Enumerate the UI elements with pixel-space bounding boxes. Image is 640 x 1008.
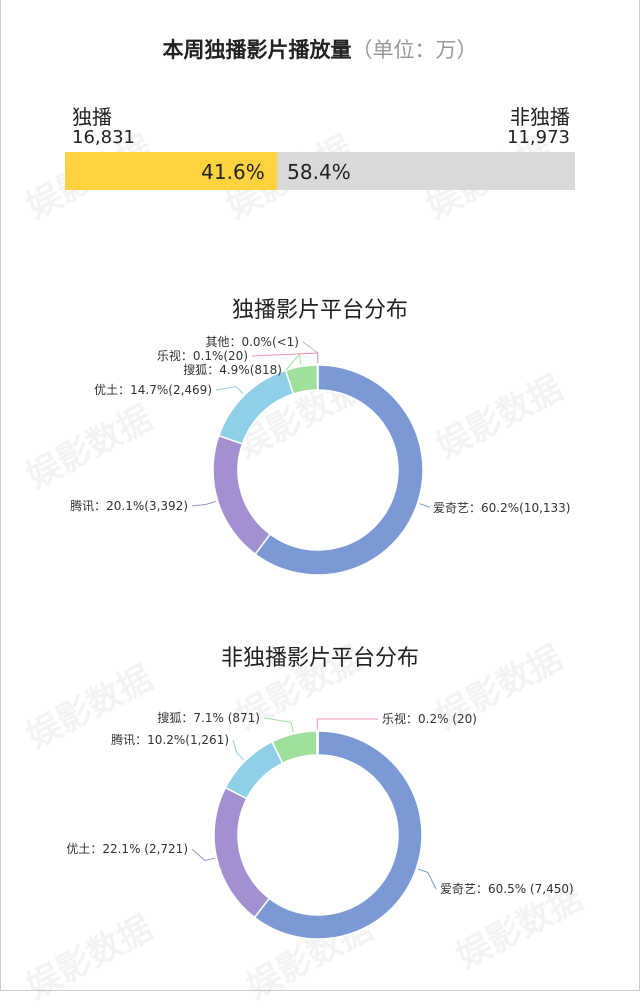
- comparison-bar: [65, 152, 575, 190]
- exclusive-bar-fill: [65, 152, 278, 190]
- slice-label: 搜狐：4.9%(818): [183, 362, 282, 377]
- leader-line: [419, 503, 430, 509]
- donut-slice-优土: [213, 786, 271, 919]
- donut-slice-优土: [217, 369, 295, 445]
- leader-line: [263, 717, 294, 733]
- exclusive-value: 16,831: [72, 127, 135, 148]
- donut-slice-腾讯: [224, 740, 284, 800]
- page-title-unit: （单位：万）: [351, 38, 478, 62]
- slice-label: 搜狐：7.1% (871): [157, 710, 260, 725]
- donut-chart-exclusive: 爱奇艺：60.2%(10,133) 腾讯：20.1%(3,392) 优土：14.7%…: [70, 335, 570, 576]
- non-exclusive-percent: 58.4%: [287, 160, 351, 184]
- leader-line: [191, 848, 215, 862]
- slice-label: 优土：22.1% (2,721): [66, 842, 188, 856]
- page-title: 本周独播影片播放量（单位：万）: [0, 34, 640, 64]
- leader-line: [215, 385, 244, 394]
- donut-slice-乐视: [316, 364, 319, 391]
- non-exclusive-label: 非独播: [510, 105, 570, 129]
- leader-line: [316, 718, 379, 730]
- leader-line: [251, 352, 319, 364]
- leader-line: [232, 739, 244, 760]
- donut-slice-乐视: [315, 730, 319, 756]
- donut-slice-腾讯: [212, 434, 272, 556]
- page-title-text: 本周独播影片播放量: [162, 38, 352, 62]
- donut-slice-爱奇艺: [253, 730, 423, 940]
- leader-line: [191, 500, 216, 507]
- donut-chart-non-exclusive: 爱奇艺：60.5% (7,450) 优土：22.1% (2,721) 腾讯：10.2…: [66, 710, 574, 940]
- chart-title-exclusive: 独播影片平台分布: [231, 298, 408, 323]
- slice-label: 优土：14.7%(2,469): [94, 383, 212, 397]
- leader-line: [418, 868, 437, 890]
- slice-label: 乐视：0.1%(20): [157, 348, 248, 363]
- leader-line: [285, 353, 302, 371]
- slice-label: 乐视：0.2% (20): [382, 711, 477, 726]
- donut-slice-爱奇艺: [254, 364, 424, 576]
- exclusive-percent: 41.6%: [201, 160, 265, 184]
- slice-label: 腾讯：20.1%(3,392): [70, 498, 188, 513]
- slice-label: 腾讯：10.2%(1,261): [111, 732, 229, 747]
- slice-label: 爱奇艺：60.2%(10,133): [433, 501, 570, 515]
- leader-line: [302, 341, 319, 363]
- slice-label: 其他：0.0%(<1): [205, 335, 299, 349]
- non-exclusive-value: 11,973: [507, 127, 570, 148]
- exclusive-label: 独播: [72, 105, 112, 129]
- chart-title-non-exclusive: 非独播影片平台分布: [220, 646, 419, 671]
- slice-label: 爱奇艺：60.5% (7,450): [440, 882, 574, 896]
